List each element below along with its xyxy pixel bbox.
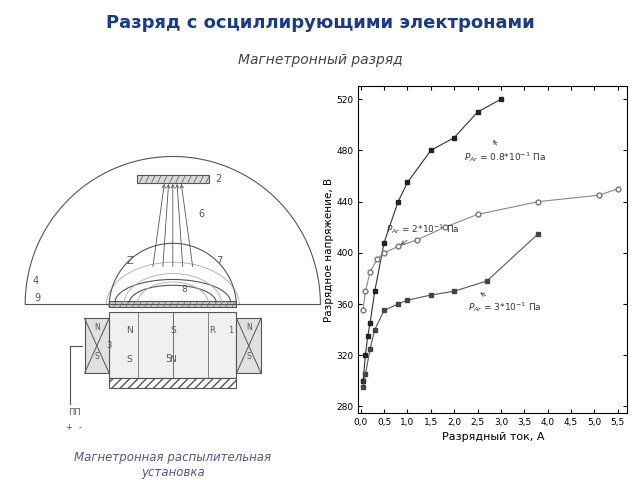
Text: 4: 4 [33, 276, 38, 286]
Text: N: N [246, 324, 252, 332]
Y-axis label: Разрядное напряжение, В: Разрядное напряжение, В [323, 178, 333, 322]
Bar [136, 175, 209, 182]
Text: R: R [209, 326, 215, 335]
Bar [109, 378, 236, 388]
Bar [236, 318, 261, 373]
X-axis label: Разрядный ток, А: Разрядный ток, А [442, 432, 544, 442]
Text: 3: 3 [106, 340, 112, 349]
Text: +: + [65, 423, 72, 432]
Bar [84, 318, 109, 373]
Text: 9: 9 [34, 293, 40, 303]
Text: ПП: ПП [68, 408, 81, 417]
Text: 1: 1 [228, 326, 234, 335]
Text: $P_{Ar}$ = 2*10$^{-1}$ Па: $P_{Ar}$ = 2*10$^{-1}$ Па [387, 222, 460, 244]
Text: N: N [170, 355, 176, 364]
Text: N: N [94, 324, 100, 332]
Text: 8: 8 [182, 286, 188, 294]
Text: Разряд с осциллирующими электронами: Разряд с осциллирующими электронами [106, 14, 534, 33]
Text: S: S [95, 352, 99, 361]
Text: N: N [126, 326, 132, 335]
Text: S: S [246, 352, 251, 361]
Bar [109, 301, 236, 307]
Text: 5: 5 [166, 354, 172, 364]
Text: Магнетронная распылительная
установка: Магнетронная распылительная установка [74, 451, 271, 479]
Text: S: S [127, 355, 132, 364]
Text: $P_{Ar}$ = 0.8*10$^{-1}$ Па: $P_{Ar}$ = 0.8*10$^{-1}$ Па [463, 141, 545, 164]
Text: 7: 7 [216, 255, 223, 265]
Text: Z: Z [127, 255, 133, 265]
Text: 2: 2 [215, 174, 221, 184]
Text: Магнетронный разряд: Магнетронный разряд [237, 53, 403, 67]
Text: S: S [170, 326, 175, 335]
Text: -: - [79, 423, 82, 432]
Text: $P_{Ar}$ = 3*10$^{-1}$ Па: $P_{Ar}$ = 3*10$^{-1}$ Па [468, 293, 542, 314]
Bar [109, 312, 236, 378]
Text: 6: 6 [199, 209, 205, 219]
